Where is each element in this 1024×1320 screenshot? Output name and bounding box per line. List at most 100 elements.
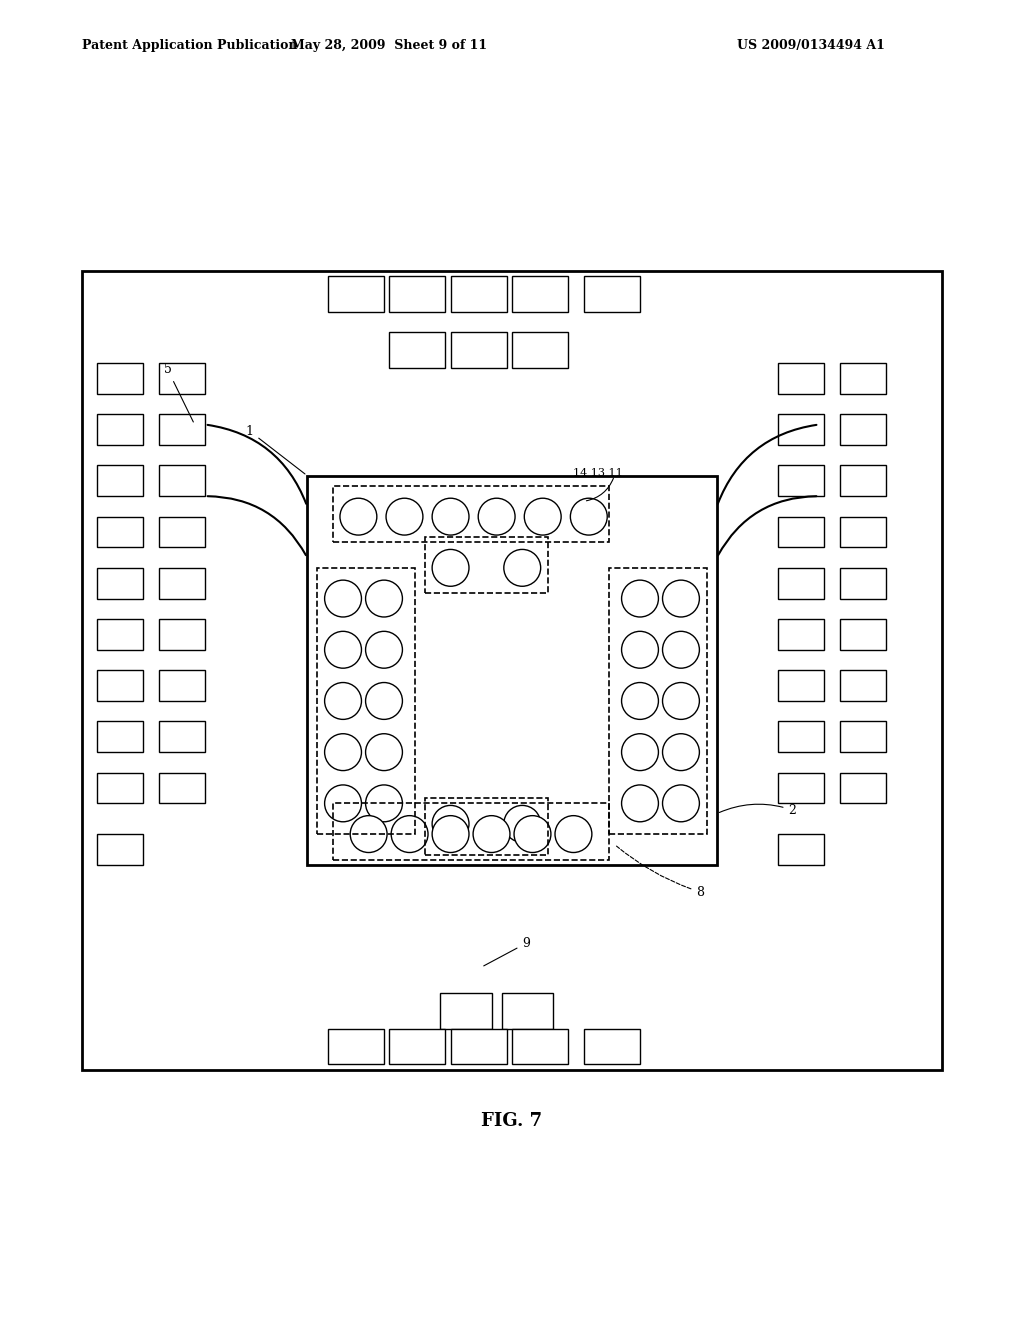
Circle shape [325,579,361,616]
Bar [778,722,824,752]
Circle shape [325,785,361,822]
Bar [840,466,886,496]
Bar [159,363,205,393]
FancyArrowPatch shape [718,496,816,556]
Bar [840,772,886,804]
Circle shape [622,682,658,719]
Bar [159,722,205,752]
Bar [778,516,824,548]
Circle shape [663,734,699,771]
Bar [328,1028,384,1064]
Bar [451,276,507,312]
Text: US 2009/0134494 A1: US 2009/0134494 A1 [737,38,885,51]
Circle shape [514,816,551,853]
Bar [584,1028,640,1064]
Circle shape [366,579,402,616]
Bar [440,993,492,1028]
Circle shape [504,549,541,586]
Bar [778,363,824,393]
Bar [778,772,824,804]
Bar [778,466,824,496]
Text: 9: 9 [483,937,530,966]
Bar [97,516,143,548]
Bar [82,271,942,1069]
Bar [97,772,143,804]
Bar [425,799,548,854]
Circle shape [325,682,361,719]
Bar [333,804,609,859]
Circle shape [366,631,402,668]
Bar [584,276,640,312]
Circle shape [366,734,402,771]
Bar [512,1028,568,1064]
Circle shape [663,579,699,616]
Bar [159,466,205,496]
Bar [840,619,886,649]
Bar [512,333,568,368]
Circle shape [622,631,658,668]
Bar [840,671,886,701]
Circle shape [555,816,592,853]
Bar [328,276,384,312]
Bar [840,516,886,548]
Bar [97,568,143,598]
Bar [159,772,205,804]
Bar [840,414,886,445]
Circle shape [366,682,402,719]
Circle shape [622,734,658,771]
Circle shape [432,816,469,853]
Bar [97,619,143,649]
Text: May 28, 2009  Sheet 9 of 11: May 28, 2009 Sheet 9 of 11 [291,38,487,51]
Text: 14 13 11: 14 13 11 [573,467,624,478]
Circle shape [504,805,541,842]
Bar [159,516,205,548]
Circle shape [622,579,658,616]
Bar [159,619,205,649]
Bar [778,834,824,865]
Bar [389,1028,445,1064]
Bar [159,414,205,445]
Circle shape [663,785,699,822]
Bar [451,1028,507,1064]
Circle shape [524,498,561,535]
Text: 2: 2 [719,804,797,817]
Bar [97,722,143,752]
Text: 5: 5 [164,363,194,422]
Circle shape [325,631,361,668]
Bar [159,568,205,598]
Circle shape [432,805,469,842]
Bar [840,363,886,393]
Bar [389,276,445,312]
Bar [840,722,886,752]
Circle shape [350,816,387,853]
Bar [159,671,205,701]
Circle shape [366,785,402,822]
Bar [333,486,609,543]
Text: Patent Application Publication: Patent Application Publication [82,38,297,51]
Bar [840,568,886,598]
Bar [778,568,824,598]
Bar [778,671,824,701]
Circle shape [622,785,658,822]
Circle shape [340,498,377,535]
Bar [317,568,415,834]
Bar [97,414,143,445]
Bar [425,537,548,594]
Bar [609,568,707,834]
FancyArrowPatch shape [208,425,306,504]
Bar [778,619,824,649]
Circle shape [391,816,428,853]
Circle shape [432,498,469,535]
Circle shape [325,734,361,771]
FancyArrowPatch shape [718,425,816,504]
Bar [97,466,143,496]
Bar [97,363,143,393]
Bar [97,834,143,865]
Text: 8: 8 [616,846,705,899]
Bar [778,414,824,445]
Bar [512,276,568,312]
Circle shape [386,498,423,535]
FancyArrowPatch shape [208,496,306,556]
Circle shape [663,631,699,668]
Circle shape [570,498,607,535]
